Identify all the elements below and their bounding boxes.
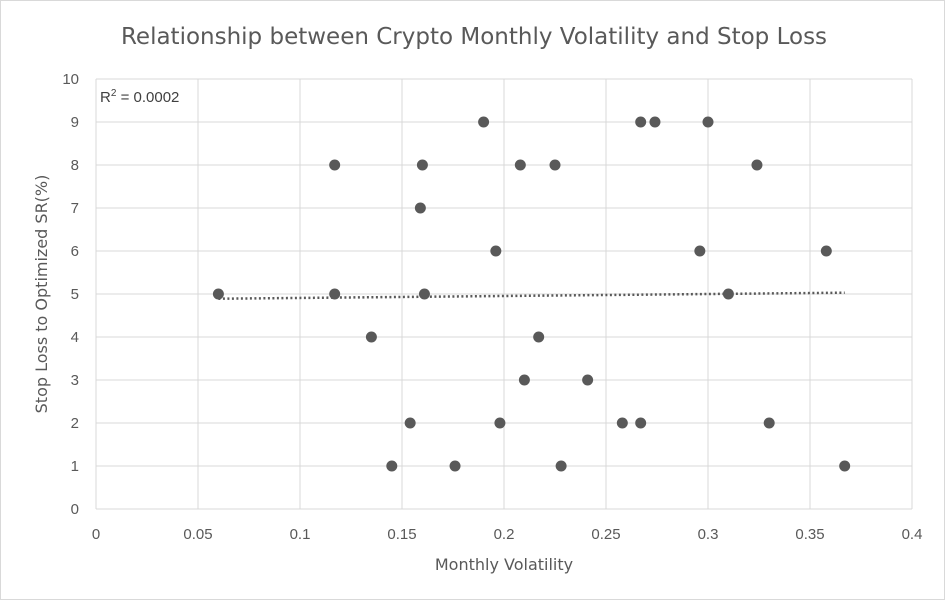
chart-title: Relationship between Crypto Monthly Vola… [121, 24, 827, 50]
r-squared-label: R2 = 0.0002 [100, 88, 179, 106]
data-point [449, 460, 461, 472]
trendline [218, 291, 845, 300]
data-point [616, 417, 628, 429]
r-squared-sup: 2 [111, 88, 117, 99]
x-tick-label: 0.4 [902, 526, 923, 543]
y-axis-title: Stop Loss to Optimized SR(%) [32, 175, 51, 414]
data-point [418, 288, 430, 300]
x-axis-title: Monthly Volatility [435, 555, 573, 574]
data-point [414, 202, 426, 214]
y-tick-label: 5 [71, 286, 79, 303]
x-tick-label: 0.2 [494, 526, 515, 543]
data-point [820, 245, 832, 257]
data-point [549, 159, 561, 171]
data-point [518, 374, 530, 386]
data-point [839, 460, 851, 472]
y-tick-label: 10 [62, 71, 79, 88]
y-tick-label: 7 [71, 200, 79, 217]
data-point [329, 159, 341, 171]
data-point [694, 245, 706, 257]
y-tick-label: 9 [71, 114, 79, 131]
data-point [329, 288, 341, 300]
x-tick-label: 0.15 [387, 526, 416, 543]
x-tick-label: 0.35 [795, 526, 824, 543]
data-point [763, 417, 775, 429]
data-points [212, 116, 851, 472]
data-point [490, 245, 502, 257]
x-tick-label: 0.1 [290, 526, 311, 543]
data-point [635, 417, 647, 429]
trendline-group [218, 291, 845, 300]
gridlines [95, 78, 913, 510]
data-point [635, 116, 647, 128]
x-tick-label: 0.3 [698, 526, 719, 543]
y-tick-label: 6 [71, 243, 79, 260]
y-tick-label: 8 [71, 157, 79, 174]
data-point [386, 460, 398, 472]
y-tick-label: 2 [71, 415, 79, 432]
x-tick-label: 0.25 [591, 526, 620, 543]
y-tick-label: 0 [71, 501, 79, 518]
x-tick-label: 0 [92, 526, 100, 543]
data-point [722, 288, 734, 300]
data-point [212, 288, 224, 300]
data-point [582, 374, 594, 386]
data-point [555, 460, 567, 472]
data-point [478, 116, 490, 128]
data-point [533, 331, 545, 343]
x-tick-label: 0.05 [183, 526, 212, 543]
r-squared-base: R [100, 89, 111, 106]
y-tick-label: 4 [71, 329, 79, 346]
y-tick-label: 3 [71, 372, 79, 389]
data-point [494, 417, 506, 429]
data-point [751, 159, 763, 171]
r-squared-value: = 0.0002 [116, 89, 179, 106]
y-axis-ticks: 0 1 2 3 4 5 6 7 8 9 10 [62, 71, 79, 518]
data-point [404, 417, 416, 429]
data-point [514, 159, 526, 171]
data-point [416, 159, 428, 171]
x-axis-ticks: 0 0.05 0.1 0.15 0.2 0.25 0.3 0.35 0.4 [92, 526, 923, 543]
data-point [702, 116, 714, 128]
data-point [365, 331, 377, 343]
y-tick-label: 1 [71, 458, 79, 475]
data-point [649, 116, 661, 128]
